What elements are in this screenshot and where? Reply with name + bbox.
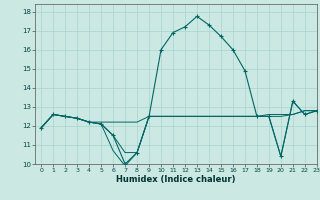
X-axis label: Humidex (Indice chaleur): Humidex (Indice chaleur) <box>116 175 236 184</box>
